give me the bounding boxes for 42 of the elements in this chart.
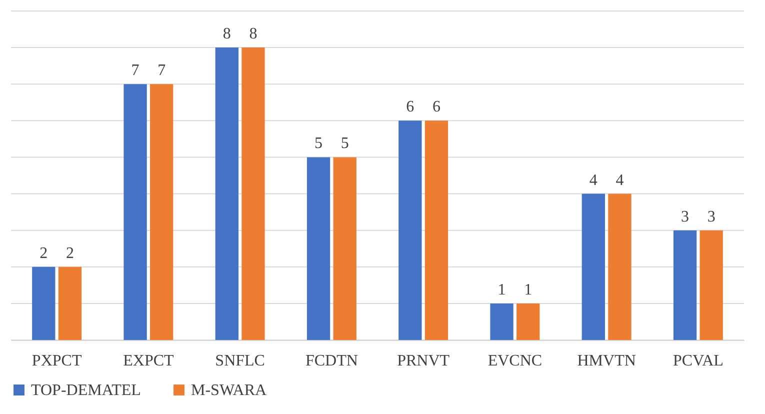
data-label: 6 (432, 98, 440, 116)
bar (32, 266, 56, 340)
data-label: 3 (707, 208, 716, 226)
bar (124, 84, 147, 340)
bar (58, 266, 82, 340)
data-label: 8 (222, 26, 231, 43)
data-label: 8 (249, 26, 258, 43)
data-label: 7 (131, 62, 140, 80)
bar (582, 194, 605, 340)
bar (516, 303, 540, 340)
bar (242, 48, 265, 340)
x-tick-label: HMVTN (577, 352, 636, 370)
x-tick-label: EXPCT (123, 352, 174, 370)
data-label: 5 (340, 135, 349, 152)
x-tick-label: EVCNC (488, 352, 542, 370)
data-label: 5 (314, 135, 323, 152)
bar (333, 157, 356, 340)
data-label: 2 (66, 244, 74, 262)
data-label: 6 (406, 98, 414, 116)
data-label: 2 (40, 244, 48, 262)
bar (150, 84, 174, 340)
data-label: 1 (498, 281, 506, 298)
data-label: 4 (589, 172, 598, 189)
bar (398, 120, 422, 340)
data-label: 4 (616, 172, 624, 189)
legend-label: TOP-DEMATEL (31, 382, 141, 399)
x-tick-label: PCVAL (672, 352, 724, 370)
bar (490, 303, 514, 340)
data-label: 1 (524, 281, 532, 298)
bar (608, 194, 632, 340)
bar (215, 48, 238, 340)
x-tick-label: SNFLC (215, 352, 265, 370)
data-label: 7 (158, 62, 166, 80)
x-tick-label: PXPCT (32, 352, 82, 370)
bar (424, 120, 448, 340)
x-tick-label: PRNVT (397, 352, 450, 370)
bar (306, 157, 330, 340)
bar (673, 230, 697, 340)
x-tick-label: FCDTN (305, 352, 358, 370)
bar (700, 230, 723, 340)
legend-label: M-SWARA (191, 382, 268, 399)
data-label: 3 (681, 208, 690, 226)
